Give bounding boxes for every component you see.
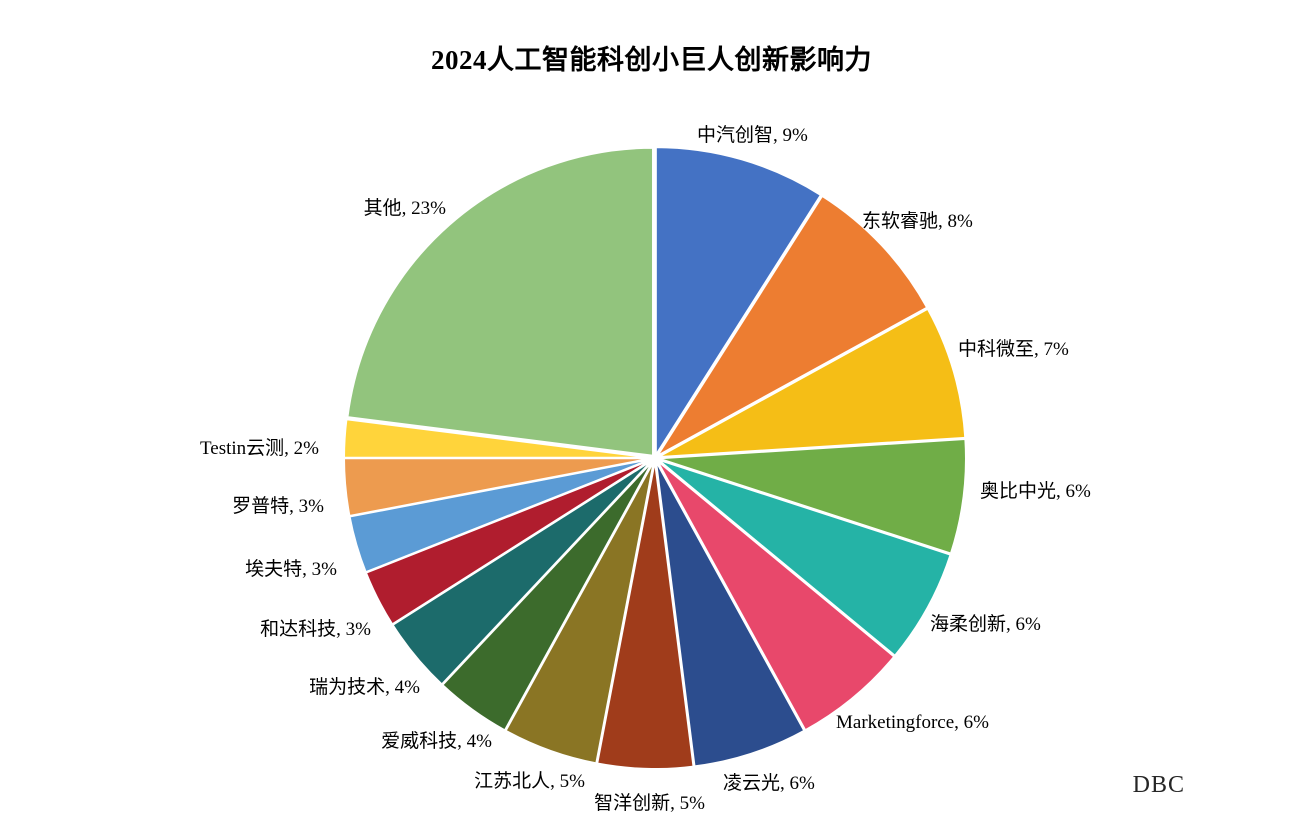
pie-slice-label: 凌云光, 6%	[723, 773, 815, 794]
pie-slice-label: 爱威科技, 4%	[381, 731, 492, 752]
pie-slice	[345, 418, 653, 459]
pie-slice	[657, 438, 965, 555]
pie-slice-label: 中汽创智, 9%	[697, 125, 808, 146]
pie-slice	[345, 457, 653, 518]
pie-slice-label: Marketingforce, 6%	[836, 712, 989, 733]
pie-slice-label: Testin云测, 2%	[200, 438, 319, 459]
chart-title: 2024人工智能科创小巨人创新影响力	[431, 45, 872, 75]
pie-slice	[654, 148, 823, 459]
pie-slice	[656, 459, 896, 732]
pie-slice-label: 埃夫特, 3%	[245, 559, 337, 580]
pie-slice	[654, 460, 806, 768]
pie-slice-label: 罗普特, 3%	[232, 496, 324, 517]
pie-slice-label: 其他, 23%	[363, 198, 446, 219]
pie-slice-label: 中科微至, 7%	[958, 339, 1069, 360]
pie-slice-label: 瑞为技术, 4%	[309, 677, 420, 698]
pie-slice-label: 和达科技, 3%	[260, 619, 371, 640]
pie-slice-label: 智洋创新, 5%	[594, 793, 705, 814]
pie-slice-label: 江苏北人, 5%	[474, 771, 585, 792]
pie-slice	[596, 460, 695, 768]
pie-slice-label: 海柔创新, 6%	[930, 614, 1041, 635]
watermark-label: DBC	[1132, 772, 1185, 798]
pie-slice-label: 东软睿驰, 8%	[862, 211, 973, 232]
pie-slice	[656, 458, 952, 658]
pie-slice	[346, 148, 655, 457]
pie-slice-label: 奥比中光, 6%	[980, 481, 1091, 502]
pie-slice	[657, 307, 965, 459]
pie-slices-svg	[345, 148, 965, 768]
pie-chart-plot-area	[345, 148, 965, 768]
pie-slice	[656, 194, 929, 457]
